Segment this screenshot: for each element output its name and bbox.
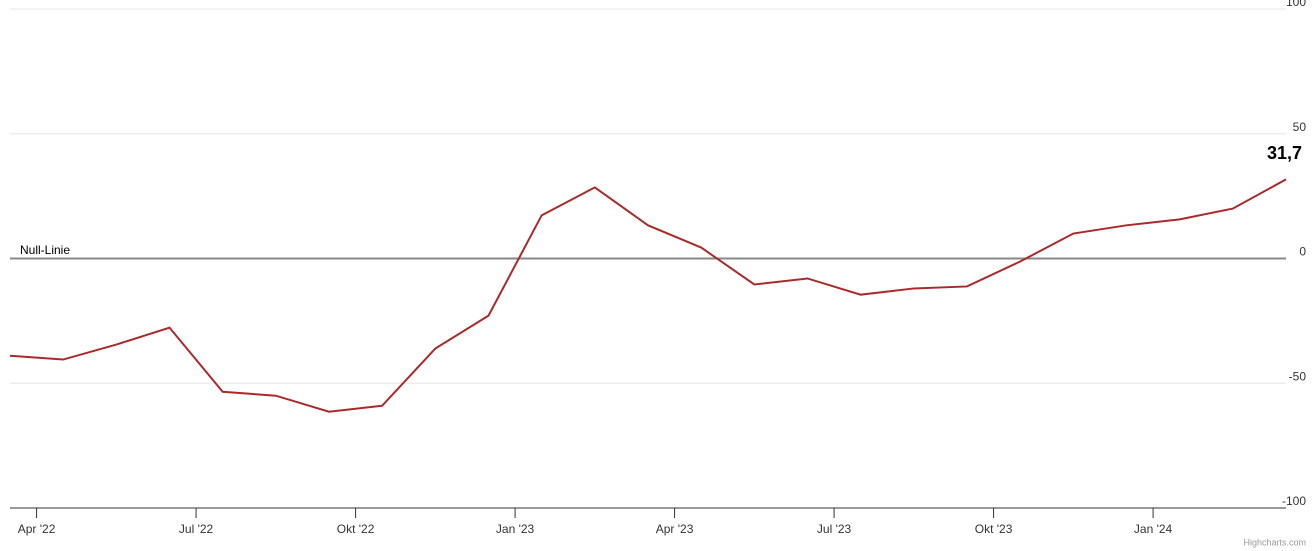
y-tick-label: 50 xyxy=(1293,120,1307,134)
x-tick-label: Jan '23 xyxy=(496,522,535,536)
line xyxy=(9,178,1287,413)
y-tick-label: -50 xyxy=(1289,369,1307,383)
x-tick-label: Jan '24 xyxy=(1134,522,1173,536)
x-tick-label: Apr '22 xyxy=(18,522,56,536)
zero-line-label: Null-Linie xyxy=(20,243,70,257)
y-tick-label: 0 xyxy=(1299,245,1306,259)
x-tick-label: Okt '23 xyxy=(975,522,1013,536)
x-tick-label: Okt '22 xyxy=(337,522,375,536)
y-tick-label: 100 xyxy=(1286,0,1306,9)
y-tick-label: -100 xyxy=(1282,494,1306,508)
value-label: 31,7 xyxy=(1267,143,1302,163)
x-tick-label: Jul '23 xyxy=(817,522,852,536)
credits: Highcharts.com xyxy=(1243,537,1306,547)
x-tick-label: Jul '22 xyxy=(179,522,214,536)
x-tick-label: Apr '23 xyxy=(656,522,694,536)
